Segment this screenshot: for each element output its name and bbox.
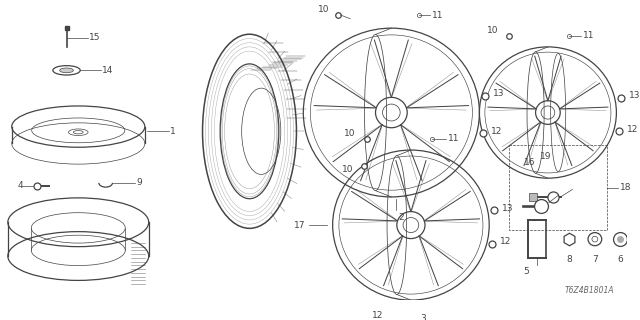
Text: 12: 12 xyxy=(500,237,511,246)
Text: 17: 17 xyxy=(294,220,305,229)
Text: 11: 11 xyxy=(433,11,444,20)
Text: 1: 1 xyxy=(170,127,176,136)
Text: 9: 9 xyxy=(136,178,141,188)
Text: 14: 14 xyxy=(102,66,113,75)
Text: 10: 10 xyxy=(344,129,356,138)
Text: 11: 11 xyxy=(448,134,460,143)
Text: 10: 10 xyxy=(487,26,499,35)
Text: 2: 2 xyxy=(398,213,404,222)
Text: 6: 6 xyxy=(618,255,623,264)
Text: T6Z4B1801A: T6Z4B1801A xyxy=(565,286,614,295)
Text: 13: 13 xyxy=(502,204,513,213)
Text: 4: 4 xyxy=(18,181,23,190)
Text: 18: 18 xyxy=(620,183,632,192)
Text: 13: 13 xyxy=(629,91,640,100)
Text: 8: 8 xyxy=(566,255,572,264)
Bar xyxy=(509,145,607,230)
Text: 10: 10 xyxy=(318,5,330,14)
Text: 7: 7 xyxy=(592,255,598,264)
Text: 11: 11 xyxy=(583,31,595,40)
Text: 15: 15 xyxy=(89,33,100,42)
Text: 16: 16 xyxy=(524,158,536,167)
Text: 12: 12 xyxy=(372,311,383,320)
Text: 19: 19 xyxy=(540,152,552,161)
Ellipse shape xyxy=(60,68,74,73)
Text: 12: 12 xyxy=(627,125,639,134)
Text: 5: 5 xyxy=(524,268,529,276)
Text: 10: 10 xyxy=(342,165,354,174)
Text: 3: 3 xyxy=(420,314,426,320)
Text: 12: 12 xyxy=(491,127,502,136)
Circle shape xyxy=(592,236,598,242)
Text: 13: 13 xyxy=(493,89,504,98)
